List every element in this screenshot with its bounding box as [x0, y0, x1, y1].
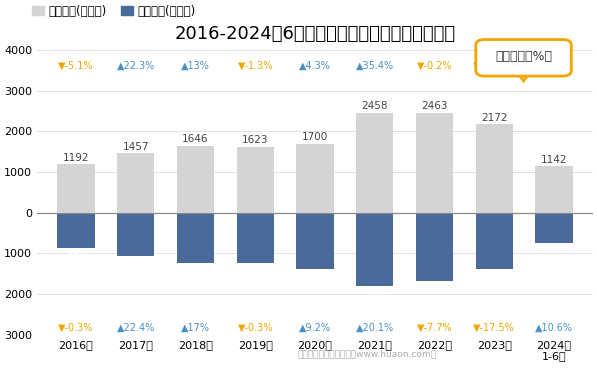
Bar	[536, 213, 573, 242]
Bar	[237, 147, 274, 213]
Text: ▲10.6%: ▲10.6%	[535, 323, 573, 333]
Bar	[57, 213, 94, 248]
Bar	[356, 113, 393, 213]
Bar	[297, 213, 334, 269]
Text: 869: 869	[66, 250, 86, 260]
Text: 1386: 1386	[301, 271, 328, 280]
Text: ▲13%: ▲13%	[181, 60, 210, 70]
Text: 1646: 1646	[182, 134, 209, 144]
Text: ▲22.4%: ▲22.4%	[116, 323, 155, 333]
Text: 1241: 1241	[242, 265, 269, 275]
Bar	[57, 164, 94, 213]
Bar	[177, 146, 214, 213]
Text: 1142: 1142	[541, 155, 567, 165]
Text: 同比增速（%）: 同比增速（%）	[495, 50, 552, 63]
FancyBboxPatch shape	[476, 40, 571, 76]
Bar	[416, 213, 453, 281]
Text: 制图：华经产业研究院（www.huaon.com）: 制图：华经产业研究院（www.huaon.com）	[298, 350, 436, 359]
Bar	[416, 113, 453, 213]
Bar	[476, 124, 513, 213]
Text: 2458: 2458	[362, 101, 388, 111]
Text: 730: 730	[544, 244, 564, 254]
Text: ▲35.4%: ▲35.4%	[356, 60, 394, 70]
Text: 1810: 1810	[362, 288, 388, 298]
Text: 1623: 1623	[242, 135, 269, 145]
Bar	[536, 166, 573, 213]
Legend: 出口总额(亿美元), 进口总额(亿美元): 出口总额(亿美元), 进口总额(亿美元)	[32, 4, 196, 18]
Text: 2463: 2463	[421, 101, 448, 111]
Text: 1457: 1457	[122, 142, 149, 152]
Bar	[297, 144, 334, 213]
Text: 1064: 1064	[122, 257, 149, 267]
Bar	[177, 213, 214, 263]
Polygon shape	[516, 71, 531, 81]
Text: 1700: 1700	[302, 132, 328, 142]
Text: ▲9.2%: ▲9.2%	[299, 323, 331, 333]
Text: ▼-7.7%: ▼-7.7%	[417, 323, 453, 333]
Bar	[356, 213, 393, 286]
Bar	[117, 153, 154, 213]
Text: ▼-0.2%: ▼-0.2%	[417, 60, 453, 70]
Bar	[117, 213, 154, 256]
Text: ▲7.5%: ▲7.5%	[538, 60, 570, 70]
Text: ▲22.3%: ▲22.3%	[116, 60, 155, 70]
Text: ▲20.1%: ▲20.1%	[356, 323, 394, 333]
Bar	[237, 213, 274, 263]
Text: ▼-11.2%: ▼-11.2%	[473, 60, 515, 70]
Text: 1244: 1244	[182, 265, 209, 275]
Title: 2016-2024年6月高新技术产业开发区进、出口额: 2016-2024年6月高新技术产业开发区进、出口额	[174, 25, 456, 43]
Text: ▼-0.3%: ▼-0.3%	[59, 323, 94, 333]
Text: 1677: 1677	[421, 282, 448, 292]
Text: ▼-17.5%: ▼-17.5%	[473, 323, 515, 333]
Text: 1377: 1377	[481, 270, 507, 280]
Text: ▼-1.3%: ▼-1.3%	[238, 60, 273, 70]
Text: ▼-0.3%: ▼-0.3%	[238, 323, 273, 333]
Bar	[476, 213, 513, 269]
Text: ▲4.3%: ▲4.3%	[299, 60, 331, 70]
Text: 2172: 2172	[481, 113, 507, 123]
Text: ▼-5.1%: ▼-5.1%	[59, 60, 94, 70]
Text: 1192: 1192	[63, 153, 89, 163]
Text: ▲17%: ▲17%	[181, 323, 210, 333]
